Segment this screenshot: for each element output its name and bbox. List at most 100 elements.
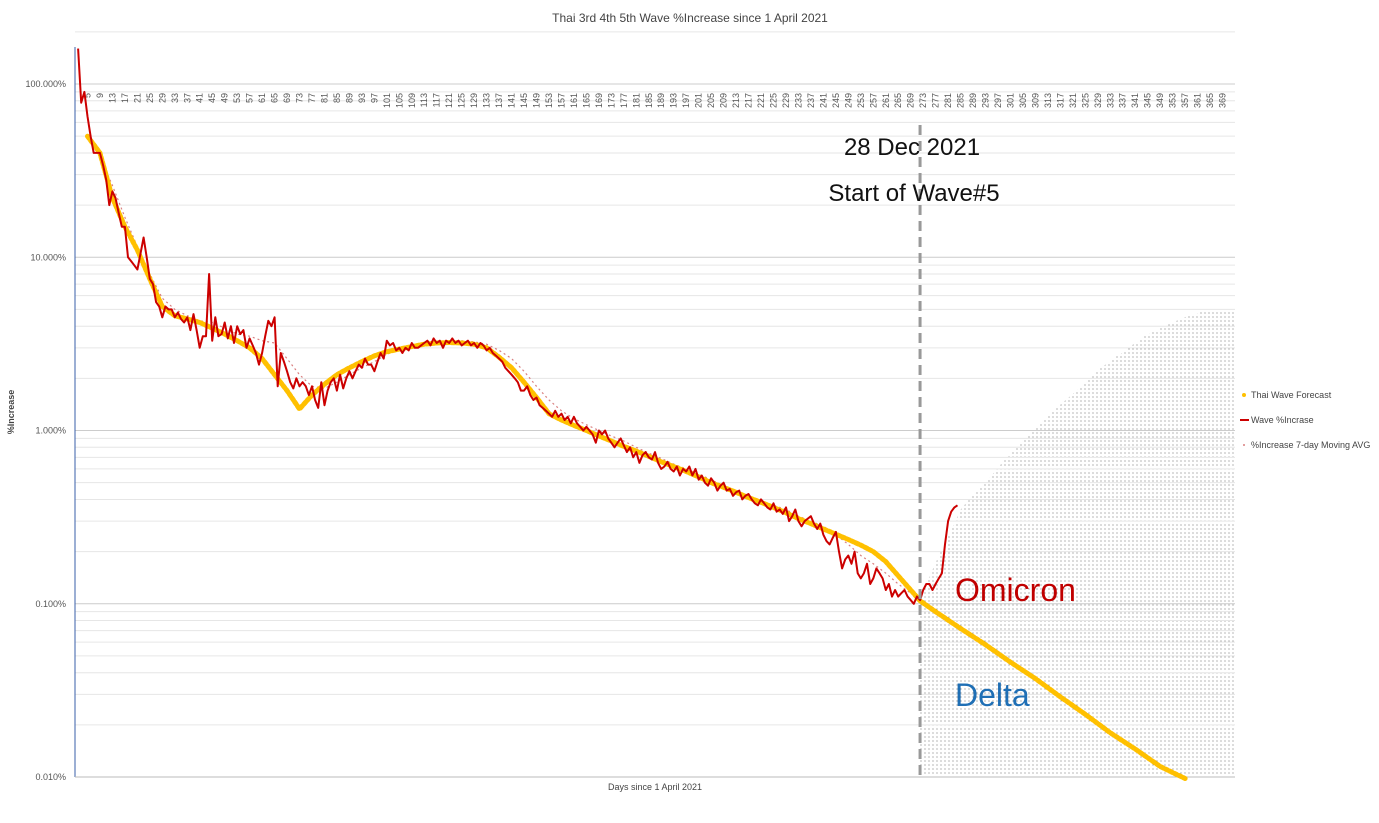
x-tick-label: 165 [581, 93, 591, 108]
x-tick-label: 45 [207, 93, 217, 103]
y-tick-label: 10.000% [30, 252, 66, 262]
x-tick-label: 5 [82, 93, 92, 98]
forecast-uncertainty-region [920, 309, 1235, 777]
x-tick-label: 313 [1043, 93, 1053, 108]
legend-label: %Increase 7-day Moving AVG [1251, 440, 1370, 450]
y-axis-label: %Increase [6, 390, 16, 435]
x-tick-label: 81 [319, 93, 329, 103]
x-tick-label: 189 [656, 93, 666, 108]
x-tick-label: 205 [706, 93, 716, 108]
x-tick-label: 101 [382, 93, 392, 108]
x-tick-label: 181 [631, 93, 641, 108]
annotation-omicron: Omicron [955, 572, 1076, 608]
y-axis-ticks: 0.010% 0.100% 1.000% 10.000% 100.000% [25, 79, 66, 782]
x-tick-label: 193 [669, 93, 679, 108]
x-tick-label: 253 [856, 93, 866, 108]
legend-label: Wave %Incrase [1251, 415, 1314, 425]
x-tick-label: 97 [369, 93, 379, 103]
x-tick-label: 137 [494, 93, 504, 108]
x-tick-label: 9 [95, 93, 105, 98]
x-tick-label: 85 [332, 93, 342, 103]
x-tick-label: 113 [419, 93, 429, 107]
x-tick-label: 105 [394, 93, 404, 108]
x-tick-label: 53 [232, 93, 242, 103]
x-tick-label: 301 [1005, 93, 1015, 108]
x-tick-label: 77 [307, 93, 317, 103]
y-tick-label: 1.000% [35, 426, 66, 436]
x-tick-label: 13 [107, 93, 117, 103]
x-tick-label: 217 [744, 93, 754, 108]
x-tick-label: 257 [868, 93, 878, 108]
x-tick-label: 209 [719, 93, 729, 108]
x-axis-label: Days since 1 April 2021 [608, 782, 702, 792]
x-tick-label: 305 [1018, 93, 1028, 108]
x-tick-label: 293 [981, 93, 991, 108]
series-forecast [85, 133, 1188, 781]
x-tick-label: 221 [756, 93, 766, 108]
x-tick-label: 357 [1180, 93, 1190, 108]
x-tick-label: 321 [1068, 93, 1078, 108]
annotation-delta: Delta [955, 677, 1030, 713]
shaded-region [920, 309, 1235, 777]
x-tick-label: 117 [432, 93, 442, 107]
x-tick-label: 173 [606, 93, 616, 108]
x-tick-label: 141 [507, 93, 517, 108]
x-tick-label: 89 [344, 93, 354, 103]
x-tick-label: 241 [818, 93, 828, 108]
legend-label: Thai Wave Forecast [1251, 390, 1332, 400]
x-tick-label: 185 [644, 93, 654, 108]
y-tick-label: 0.010% [35, 772, 66, 782]
x-tick-label: 17 [120, 93, 130, 103]
x-tick-label: 281 [943, 93, 953, 108]
x-tick-label: 249 [843, 93, 853, 108]
x-tick-label: 309 [1030, 93, 1040, 108]
x-tick-label: 161 [569, 93, 579, 108]
x-tick-label: 297 [993, 93, 1003, 108]
x-tick-label: 201 [694, 93, 704, 108]
x-tick-label: 365 [1205, 93, 1215, 108]
x-tick-label: 289 [968, 93, 978, 108]
x-tick-label: 41 [195, 93, 205, 103]
annotation-wave: Start of Wave#5 [828, 180, 999, 207]
x-tick-label: 325 [1080, 93, 1090, 108]
x-tick-label: 93 [357, 93, 367, 103]
x-tick-label: 177 [619, 93, 629, 108]
x-tick-label: 245 [831, 93, 841, 108]
x-tick-label: 169 [594, 93, 604, 108]
x-tick-label: 65 [270, 93, 280, 103]
gridlines [75, 31, 1235, 778]
series-moving-avg [99, 156, 912, 594]
legend-swatch [1242, 393, 1246, 397]
x-tick-label: 29 [157, 93, 167, 103]
annotation-date: 28 Dec 2021 [844, 134, 980, 161]
x-tick-label: 237 [806, 93, 816, 108]
x-tick-label: 25 [145, 93, 155, 103]
x-tick-label: 349 [1155, 93, 1165, 108]
x-tick-label: 337 [1118, 93, 1128, 108]
x-tick-label: 153 [544, 93, 554, 108]
x-tick-label: 361 [1193, 93, 1203, 108]
x-tick-label: 61 [257, 93, 267, 103]
x-tick-label: 129 [469, 93, 479, 108]
x-tick-label: 225 [768, 93, 778, 108]
y-tick-label: 0.100% [35, 599, 66, 609]
x-tick-label: 21 [132, 93, 142, 103]
x-tick-label: 57 [245, 93, 255, 103]
x-tick-label: 125 [457, 93, 467, 108]
x-tick-label: 265 [893, 93, 903, 108]
x-tick-label: 197 [681, 93, 691, 108]
x-tick-label: 333 [1105, 93, 1115, 108]
x-tick-label: 273 [918, 93, 928, 108]
x-tick-label: 69 [282, 93, 292, 103]
x-tick-label: 233 [793, 93, 803, 108]
x-tick-label: 213 [731, 93, 741, 108]
x-tick-label: 341 [1130, 93, 1140, 108]
x-tick-label: 229 [781, 93, 791, 108]
x-tick-label: 353 [1168, 93, 1178, 108]
x-tick-label: 329 [1093, 93, 1103, 108]
x-tick-label: 49 [220, 93, 230, 103]
x-tick-label: 157 [556, 93, 566, 108]
x-tick-label: 317 [1055, 93, 1065, 108]
legend-swatch [1243, 444, 1245, 446]
